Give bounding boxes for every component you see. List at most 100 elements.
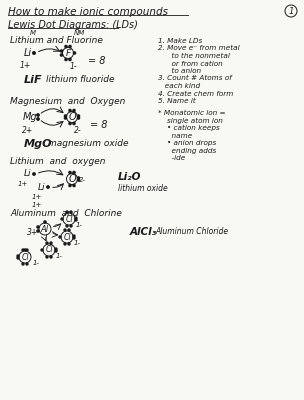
Circle shape [60,54,63,56]
Text: 1-: 1- [74,240,81,246]
Text: 1-: 1- [33,260,40,266]
Circle shape [78,179,80,181]
Circle shape [37,118,39,120]
Text: LiF: LiF [24,75,43,85]
Circle shape [46,256,48,258]
Circle shape [64,229,66,231]
Text: Al: Al [41,224,49,234]
Circle shape [69,171,71,174]
Circle shape [46,242,48,244]
Text: How to make ionic compounds: How to make ionic compounds [8,7,168,17]
Circle shape [37,230,39,232]
Circle shape [55,250,57,252]
Circle shape [64,243,66,245]
Circle shape [69,109,71,112]
Text: Magnesium  and  Oxygen: Magnesium and Oxygen [10,97,125,106]
Circle shape [69,45,71,48]
Circle shape [73,109,75,112]
Text: Cl: Cl [63,232,71,242]
Circle shape [33,173,35,175]
Text: or from cation: or from cation [158,60,223,66]
Text: Mg: Mg [23,112,37,122]
Text: to anion: to anion [158,68,201,74]
Text: single atom ion: single atom ion [158,118,223,124]
Circle shape [50,242,52,244]
Text: Cl: Cl [65,214,73,224]
Text: Aluminum Chloride: Aluminum Chloride [155,227,228,236]
Circle shape [73,184,75,186]
Text: AlCl₃: AlCl₃ [130,227,157,237]
Text: 1+: 1+ [32,202,42,208]
Text: 1+: 1+ [18,181,28,187]
Text: F: F [65,48,71,58]
Circle shape [61,218,63,220]
Text: = 8: = 8 [90,120,108,130]
Text: NM: NM [74,30,85,36]
Text: Li: Li [38,182,46,192]
Circle shape [66,225,68,227]
Text: M: M [30,30,36,36]
Circle shape [75,217,77,219]
Text: Cl: Cl [45,246,53,254]
Circle shape [69,184,71,186]
Text: O: O [68,112,76,122]
Circle shape [65,45,67,48]
Text: Li: Li [24,170,32,178]
Circle shape [24,249,26,251]
Text: 2-: 2- [74,126,82,135]
Circle shape [65,58,67,61]
Circle shape [17,255,19,257]
Circle shape [70,211,72,213]
Text: each kind: each kind [158,83,200,89]
Circle shape [47,186,49,188]
Circle shape [66,211,68,213]
Text: magnesium oxide: magnesium oxide [48,139,129,148]
Circle shape [22,249,24,251]
Circle shape [41,249,43,251]
Text: * Monatomic ion =: * Monatomic ion = [158,110,226,116]
Circle shape [78,115,80,117]
Circle shape [68,229,70,231]
Circle shape [73,235,75,237]
Text: Li₂O: Li₂O [118,172,141,182]
Text: 2+: 2+ [22,126,33,135]
Circle shape [64,117,67,119]
Circle shape [22,263,24,265]
Text: 5. Name it: 5. Name it [158,98,196,104]
Text: Lithium and Fluorine: Lithium and Fluorine [10,36,103,45]
Circle shape [69,58,71,61]
Text: Aluminum  and  Chlorine: Aluminum and Chlorine [10,209,122,218]
Circle shape [17,257,19,259]
Circle shape [44,221,46,223]
Circle shape [55,248,57,250]
Text: Li: Li [24,48,32,58]
Circle shape [73,237,75,239]
Circle shape [50,256,52,258]
Text: = 8: = 8 [88,56,105,66]
Text: to the nonmetal: to the nonmetal [158,53,230,59]
Circle shape [64,115,67,117]
Text: name: name [158,132,192,138]
Text: lithium fluoride: lithium fluoride [46,75,115,84]
Circle shape [59,236,61,238]
Circle shape [37,114,39,116]
Text: 1+: 1+ [20,61,31,70]
Text: 1-: 1- [56,253,63,259]
Text: Lewis Dot Diagrams: (LDs): Lewis Dot Diagrams: (LDs) [8,20,138,30]
Circle shape [75,219,77,221]
Text: 1. Make LDs: 1. Make LDs [158,38,202,44]
Circle shape [69,122,71,125]
Text: 3. Count # Atoms of: 3. Count # Atoms of [158,76,232,82]
Circle shape [26,249,28,251]
Circle shape [26,263,28,265]
Text: 4. Create chem form: 4. Create chem form [158,90,233,96]
Circle shape [70,225,72,227]
Circle shape [78,117,80,119]
Circle shape [33,52,35,54]
Text: O: O [68,174,76,184]
Text: ending adds: ending adds [158,148,216,154]
Circle shape [73,122,75,125]
Text: 3+: 3+ [27,228,38,237]
Text: -ide: -ide [158,155,185,161]
Circle shape [73,171,75,174]
